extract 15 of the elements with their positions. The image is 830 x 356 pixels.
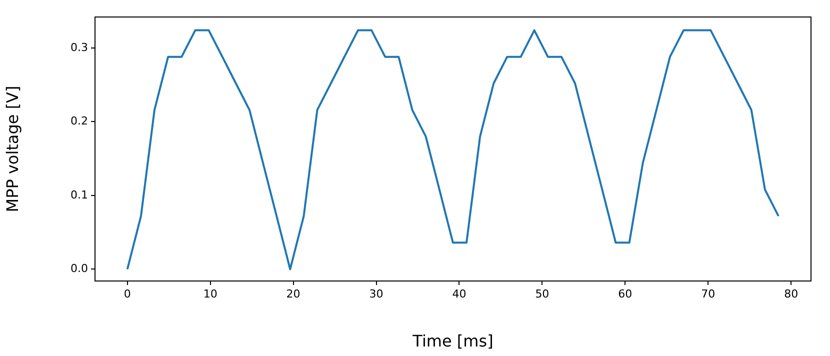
x-tick-label: 60 [618, 287, 632, 300]
y-tick-label: 0.1 [70, 188, 88, 202]
y-tick-label: 0.2 [70, 114, 88, 128]
y-tick-label: 0.0 [70, 262, 88, 276]
y-axis-title: MPP voltage [V] [2, 86, 22, 212]
x-tick-label: 80 [784, 287, 798, 300]
y-tick-label: 0.3 [70, 40, 88, 54]
x-tick-label: 20 [286, 287, 300, 300]
x-tick-label: 0 [124, 287, 131, 300]
x-tick-label: 50 [535, 287, 550, 300]
x-tick-label: 10 [203, 287, 218, 300]
x-tick-label: 70 [701, 287, 716, 300]
x-axis-title: Time [ms] [412, 332, 494, 351]
x-tick-label: 30 [369, 287, 384, 300]
x-tick-label: 40 [452, 287, 466, 300]
